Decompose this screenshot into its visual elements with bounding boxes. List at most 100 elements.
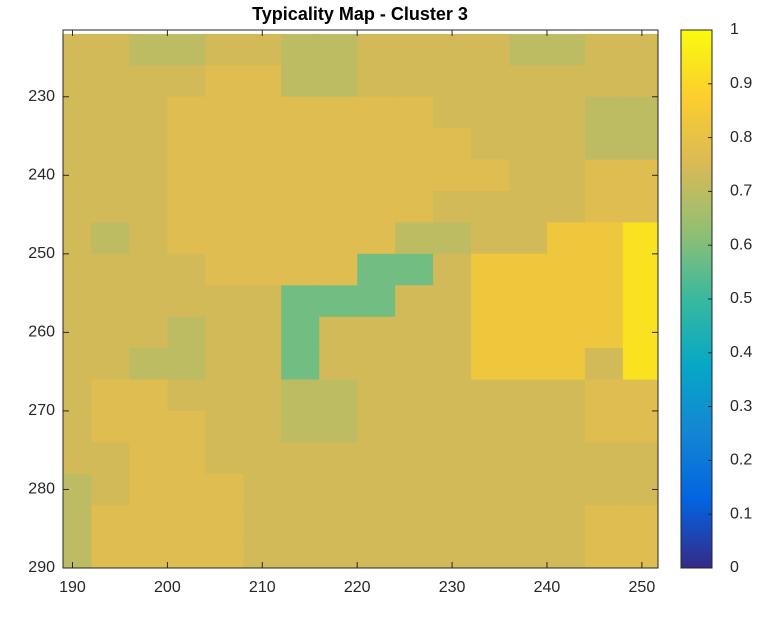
heatmap-cell: [319, 33, 358, 66]
heatmap-cell: [91, 505, 130, 538]
heatmap-cell: [167, 442, 206, 475]
heatmap-cell: [395, 191, 434, 223]
heatmap-cell: [129, 316, 168, 349]
heatmap-cell: [357, 442, 396, 475]
heatmap-cell: [63, 191, 92, 223]
heatmap-cell: [129, 159, 168, 192]
heatmap-cell: [205, 348, 244, 381]
heatmap-cell: [546, 505, 586, 538]
heatmap-cell: [205, 96, 244, 129]
heatmap-cell: [63, 410, 92, 443]
heatmap-cell: [319, 96, 358, 129]
heatmap-cell: [357, 316, 396, 349]
heatmap-cell: [167, 222, 206, 255]
heatmap-cell: [63, 348, 92, 381]
heatmap-cell: [509, 473, 548, 506]
heatmap-cell: [357, 191, 396, 223]
heatmap-cell: [205, 33, 244, 66]
heatmap-cell: [433, 473, 472, 506]
heatmap-cell: [584, 285, 624, 318]
heatmap-cell: [433, 505, 472, 538]
heatmap-cell: [91, 473, 130, 506]
y-tick-label: 270: [28, 402, 55, 419]
x-tick-label: 220: [344, 579, 371, 596]
heatmap-cell: [167, 191, 206, 223]
colorbar-tick-label: 0.8: [730, 129, 752, 146]
heatmap-cell: [433, 379, 472, 412]
heatmap-cell: [622, 65, 658, 98]
heatmap-cell: [395, 505, 434, 538]
heatmap-cell: [357, 128, 396, 161]
heatmap-cell: [584, 65, 624, 98]
heatmap-cell: [471, 159, 510, 192]
colorbar-tick-label: 0.1: [730, 505, 752, 522]
heatmap-cell: [622, 285, 658, 318]
heatmap-cell: [471, 65, 510, 98]
heatmap-cell: [546, 379, 586, 412]
heatmap-cell: [205, 473, 244, 506]
heatmap-cell: [205, 410, 244, 443]
heatmap-cell: [319, 128, 358, 161]
y-tick-label: 280: [28, 481, 55, 498]
heatmap-cell: [243, 253, 282, 286]
heatmap-cell: [91, 442, 130, 475]
heatmap-cell: [243, 316, 282, 349]
heatmap-cell: [63, 65, 92, 98]
y-tick-label: 290: [28, 559, 55, 576]
heatmap-cell: [63, 128, 92, 161]
heatmap: [63, 33, 658, 568]
heatmap-cell: [357, 505, 396, 538]
heatmap-cell: [395, 410, 434, 443]
heatmap-cell: [509, 442, 548, 475]
heatmap-cell: [471, 410, 510, 443]
heatmap-cell: [281, 159, 320, 192]
heatmap-cell: [167, 128, 206, 161]
heatmap-cell: [546, 128, 586, 161]
heatmap-cell: [584, 473, 624, 506]
heatmap-cell: [357, 65, 396, 98]
colorbar-tick-label: 0.7: [730, 183, 752, 200]
heatmap-cell: [622, 253, 658, 286]
heatmap-cell: [319, 348, 358, 381]
heatmap-cell: [395, 316, 434, 349]
heatmap-cell: [205, 379, 244, 412]
chart-title: Typicality Map - Cluster 3: [252, 4, 468, 24]
heatmap-cell: [509, 159, 548, 192]
heatmap-cell: [584, 505, 624, 538]
heatmap-cell: [395, 285, 434, 318]
heatmap-cell: [63, 536, 92, 568]
heatmap-cell: [622, 128, 658, 161]
heatmap-cell: [433, 191, 472, 223]
heatmap-cell: [129, 33, 168, 66]
heatmap-cell: [243, 505, 282, 538]
heatmap-cell: [546, 285, 586, 318]
heatmap-cell: [129, 96, 168, 129]
heatmap-cell: [471, 442, 510, 475]
heatmap-cell: [243, 159, 282, 192]
heatmap-cell: [622, 348, 658, 381]
colorbar-tick-label: 0.5: [730, 290, 752, 307]
heatmap-cell: [63, 222, 92, 255]
heatmap-cell: [91, 253, 130, 286]
heatmap-cell: [546, 253, 586, 286]
heatmap-cell: [243, 191, 282, 223]
heatmap-cell: [509, 536, 548, 568]
heatmap-cell: [281, 536, 320, 568]
heatmap-cell: [281, 316, 320, 349]
heatmap-cell: [584, 191, 624, 223]
x-tick-label: 210: [249, 579, 276, 596]
heatmap-cell: [471, 191, 510, 223]
heatmap-cell: [129, 65, 168, 98]
heatmap-cell: [63, 442, 92, 475]
heatmap-cell: [205, 536, 244, 568]
heatmap-cell: [243, 96, 282, 129]
heatmap-cell: [546, 348, 586, 381]
colorbar-tick-label: 0.3: [730, 398, 752, 415]
heatmap-cell: [205, 65, 244, 98]
heatmap-cell: [357, 253, 396, 286]
heatmap-cell: [281, 253, 320, 286]
heatmap-cell: [471, 285, 510, 318]
heatmap-cell: [395, 65, 434, 98]
heatmap-cell: [205, 159, 244, 192]
